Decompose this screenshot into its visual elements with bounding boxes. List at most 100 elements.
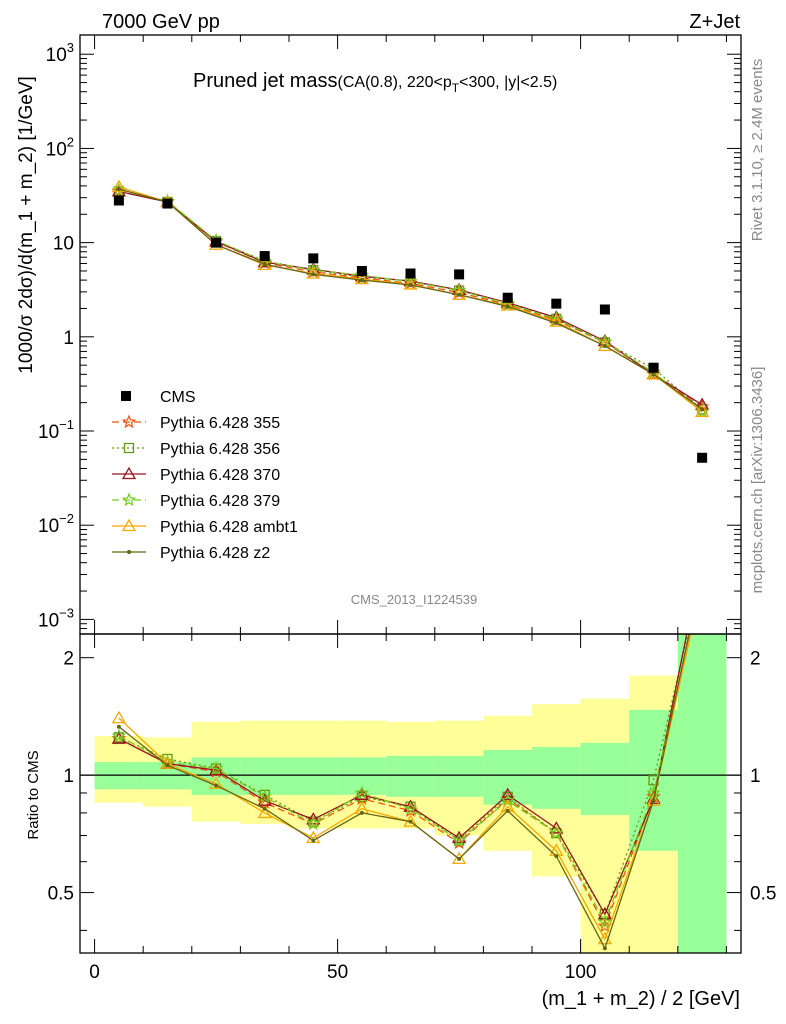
data-point-ambt1: [696, 577, 708, 588]
panel-frames: [79, 34, 742, 954]
data-point-ambt1: [694, 404, 710, 417]
data-point-z2: [651, 372, 656, 377]
data-point-p355: [696, 572, 707, 583]
data-point-cms: [648, 362, 659, 373]
legend-label-z2: Pythia 6.428 z2: [160, 545, 270, 562]
legend-marker-z2: [127, 550, 131, 554]
data-point-cms: [599, 304, 610, 315]
ratio-band-inner: [532, 747, 581, 809]
legend-label-p356: Pythia 6.428 356: [160, 441, 280, 458]
data-point-z2: [311, 838, 316, 843]
analysis-watermark: CMS_2013_I1224539: [351, 592, 478, 607]
series-p356: [113, 186, 708, 415]
data-point-cms: [113, 195, 124, 206]
y-axis-label-main: 1000/σ 2dσ)/d(m_1 + m_2) [1/GeV]: [16, 76, 37, 374]
plot-title-subscript: T: [452, 81, 460, 95]
legend-item-p355: Pythia 6.428 355: [112, 414, 280, 432]
ratio-panel-curves: [111, 568, 708, 951]
ratio-band-inner: [434, 755, 484, 797]
series-line-p379: [118, 189, 703, 413]
data-point-ambt1: [257, 257, 272, 271]
data-point-z2: [116, 187, 121, 192]
data-point-ambt1: [257, 805, 272, 819]
legend: CMS Pythia 6.428 355 Pythia 6.428 356 Pythi…: [112, 389, 298, 562]
legend-item-ambt1: Pythia 6.428 ambt1: [112, 518, 298, 536]
data-point-cms: [697, 452, 708, 463]
data-point-ambt1: [451, 851, 467, 865]
plot-title-main: Pruned jet mass: [193, 70, 338, 92]
plot-title-prefix: (CA(0.8), 220<p: [338, 74, 452, 91]
data-point-p379: [696, 577, 707, 588]
data-point-z2: [651, 798, 656, 803]
data-point-p370: [597, 906, 613, 920]
series-line-p355: [118, 190, 703, 408]
data-point-z2: [408, 819, 413, 824]
data-point-cms: [551, 298, 562, 309]
data-point-cms: [454, 269, 465, 280]
plot-title-suffix: <300, |y|<2.5): [459, 74, 557, 91]
data-point-z2: [408, 282, 413, 287]
data-point-p379: [500, 793, 515, 807]
series-z2: [116, 634, 690, 951]
data-point-z2: [505, 808, 510, 813]
data-point-ambt1: [208, 776, 224, 789]
data-point-ambt1: [111, 710, 127, 724]
data-point-cms: [356, 265, 367, 276]
data-point-z2: [505, 304, 510, 309]
data-point-p355: [597, 918, 613, 933]
ratio-uncertainty-bands: [94, 634, 727, 953]
data-point-p379: [208, 760, 224, 775]
data-point-z2: [457, 292, 462, 297]
x-axis-label: (m_1 + m_2) / 2 [GeV]: [542, 988, 740, 1010]
data-point-cms: [259, 251, 270, 262]
data-point-p379: [403, 801, 418, 815]
y-tick-label-ratio-left: 2: [63, 649, 74, 670]
data-point-ambt1: [403, 277, 418, 290]
legend-label-p370: Pythia 6.428 370: [160, 467, 280, 484]
legend-marker-p355: [121, 414, 137, 429]
data-point-p379: [549, 825, 564, 840]
y-tick-label-ratio-right: 1: [750, 766, 761, 787]
data-point-z2: [602, 343, 607, 348]
data-point-p379: [354, 785, 370, 800]
data-point-z2: [262, 806, 267, 811]
main-panel-curves: [111, 179, 710, 463]
y-tick-label-main: 10−2: [38, 511, 74, 537]
y-axis-label-ratio: Ratio to CMS: [25, 750, 42, 839]
series-z2: [116, 187, 705, 412]
ratio-band-inner: [288, 757, 338, 795]
data-point-ambt1: [646, 793, 661, 806]
series-ambt1: [111, 179, 710, 417]
series-p355: [111, 183, 710, 414]
data-point-cms: [405, 268, 416, 279]
data-point-z2: [116, 724, 121, 729]
ratio-band-inner: [483, 749, 533, 805]
y-tick-label-main: 102: [46, 134, 74, 160]
ratio-band-inner: [677, 634, 727, 953]
x-tick-label: 0: [89, 962, 100, 983]
legend-marker-p356: [123, 442, 135, 454]
legend-marker-ambt1: [121, 518, 137, 532]
legend-item-p370: Pythia 6.428 370: [112, 466, 280, 484]
legend-item-p379: Pythia 6.428 379: [112, 492, 280, 510]
y-tick-label-main: 103: [46, 40, 74, 66]
data-point-p379: [451, 832, 467, 847]
data-point-p370: [549, 821, 564, 834]
data-point-z2: [359, 278, 364, 283]
legend-label-p355: Pythia 6.428 355: [160, 415, 280, 432]
mcplots-reference-label: mcplots.cern.ch [arXiv:1306.3436]: [749, 367, 766, 594]
series-p379: [111, 577, 707, 929]
y-tick-label-main: 1: [63, 328, 74, 349]
y-tick-label-main: 10: [53, 234, 74, 255]
header-energy-label: 7000 GeV pp: [102, 11, 220, 33]
header-process-label: Z+Jet: [689, 11, 740, 33]
y-tick-label-ratio-right: 2: [750, 649, 761, 670]
data-point-z2: [214, 783, 219, 788]
data-point-z2: [311, 272, 316, 277]
y-tick-label-ratio-left: 1: [63, 766, 74, 787]
data-point-p356: [698, 568, 707, 577]
data-point-z2: [554, 854, 559, 859]
legend-label-p379: Pythia 6.428 379: [160, 493, 280, 510]
ratio-band-inner: [629, 709, 678, 851]
